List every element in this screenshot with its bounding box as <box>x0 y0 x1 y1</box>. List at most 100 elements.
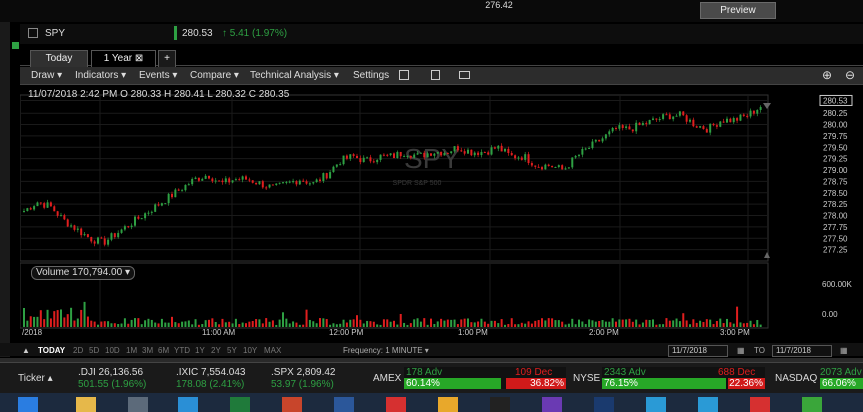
tab-1-year[interactable]: 1 Year ⊠ <box>91 50 156 67</box>
period-button-3m[interactable]: 3M <box>142 346 154 355</box>
candle-body <box>308 183 311 185</box>
symbol-label[interactable]: SPY <box>45 28 66 39</box>
candle-body <box>490 147 493 155</box>
to-date-input[interactable]: 11/7/2018 <box>772 345 832 357</box>
candle-body <box>739 114 742 121</box>
last-price-marker <box>819 94 853 106</box>
candle-body <box>574 155 577 158</box>
excel-icon[interactable] <box>230 397 250 412</box>
candle-body <box>238 179 241 181</box>
volume-bar <box>238 324 241 327</box>
volume-bar <box>749 320 752 327</box>
save-icon[interactable] <box>399 70 409 80</box>
candle-body <box>204 175 207 179</box>
volume-bar <box>419 321 422 327</box>
period-button-ytd[interactable]: YTD <box>174 346 190 355</box>
volume-label[interactable]: Volume 170,794.00 ▾ <box>31 266 135 280</box>
period-button-1m[interactable]: 1M <box>126 346 138 355</box>
events-menu[interactable]: Events ▾ <box>139 70 178 81</box>
volume-bar <box>258 319 261 327</box>
period-button-2d[interactable]: 2D <box>73 346 84 355</box>
telegram-icon[interactable] <box>698 397 718 412</box>
index-ixic[interactable]: .IXIC 7,554.043 <box>176 367 246 378</box>
candle-body <box>46 202 49 208</box>
file-explorer-icon[interactable] <box>76 397 96 412</box>
powerpoint-icon[interactable] <box>282 397 302 412</box>
browser-icon[interactable] <box>178 397 198 412</box>
period-button-today[interactable]: TODAY <box>38 346 66 355</box>
print-icon[interactable] <box>459 71 470 79</box>
volume-bar <box>487 323 490 327</box>
candle-body <box>514 155 517 159</box>
candle-body <box>618 125 621 129</box>
zoom-out-icon[interactable]: ⊖ <box>845 68 856 82</box>
zoom-in-icon[interactable]: ⊕ <box>822 68 833 82</box>
period-button-1y[interactable]: 1Y <box>195 346 205 355</box>
volume-tick-label: 600.00K <box>822 280 852 289</box>
candle-body <box>147 212 150 214</box>
period-button-2y[interactable]: 2Y <box>211 346 221 355</box>
draw-menu[interactable]: Draw ▾ <box>31 70 63 81</box>
start-icon[interactable] <box>18 397 38 412</box>
candle-body <box>726 118 728 123</box>
candle-body <box>349 154 352 159</box>
candle-body <box>76 228 79 230</box>
index-spx[interactable]: .SPX 2,809.42 <box>271 367 336 378</box>
compare-menu[interactable]: Compare ▾ <box>190 70 239 81</box>
chrome-icon[interactable] <box>438 397 458 412</box>
calendar-icon[interactable]: ▦ <box>737 346 745 355</box>
candle-body <box>140 218 143 220</box>
candle-body <box>752 110 755 114</box>
settings-menu[interactable]: Settings <box>353 70 390 81</box>
export-icon[interactable] <box>431 70 440 80</box>
app-icon[interactable] <box>128 397 148 412</box>
price-chart[interactable]: SPY SPDR S&P 500 280.53 280.25 280.00 279.7… <box>20 85 863 343</box>
candle-body <box>722 121 725 123</box>
expand-panel-icon[interactable] <box>12 42 19 49</box>
indicators-menu[interactable]: Indicators ▾ <box>75 70 127 81</box>
index-dji[interactable]: .DJI 26,136.56 <box>78 367 144 378</box>
tab-today[interactable]: Today <box>30 50 88 67</box>
period-button-6m[interactable]: 6M <box>158 346 170 355</box>
candle-body <box>275 183 278 185</box>
volume-bar <box>255 319 258 327</box>
period-button-10y[interactable]: 10Y <box>243 346 258 355</box>
period-button-10d[interactable]: 10D <box>105 346 120 355</box>
word-icon[interactable] <box>334 397 354 412</box>
volume-bar <box>285 318 288 327</box>
photoshop-icon[interactable] <box>594 397 614 412</box>
volume-bar <box>349 319 352 327</box>
candle-body <box>541 167 543 170</box>
candle-body <box>729 118 732 123</box>
candle-body <box>49 202 52 207</box>
from-date-input[interactable]: 11/7/2018 <box>668 345 728 357</box>
terminal-icon[interactable] <box>490 397 510 412</box>
amex-adv-bar: 60.14% <box>404 378 501 389</box>
vivaldi-icon[interactable] <box>386 397 406 412</box>
candle-body <box>598 139 601 142</box>
top-strip <box>0 0 863 22</box>
period-button-max[interactable]: MAX <box>264 346 282 355</box>
telegram-icon[interactable] <box>646 397 666 412</box>
price-tick-label: 278.00 <box>823 212 848 221</box>
volume-bar <box>641 322 644 327</box>
preview-button[interactable]: Preview <box>700 2 776 19</box>
calendar-icon[interactable]: ▦ <box>840 346 848 355</box>
technical-analysis-menu[interactable]: Technical Analysis ▾ <box>250 70 339 81</box>
pdf-icon[interactable] <box>750 397 770 412</box>
candle-body <box>130 225 133 228</box>
frequency-select[interactable]: Frequency: 1 MINUTE ▾ <box>343 346 429 355</box>
volume-bar <box>174 322 177 327</box>
candle-body <box>517 157 520 159</box>
candle-body <box>359 158 362 163</box>
candle-body <box>386 154 389 156</box>
viber-icon[interactable] <box>542 397 562 412</box>
collapse-icon[interactable]: ▲ <box>22 346 30 355</box>
price-tick-label: 280.00 <box>823 121 848 130</box>
app-icon[interactable] <box>802 397 822 412</box>
period-button-5y[interactable]: 5Y <box>227 346 237 355</box>
period-button-5d[interactable]: 5D <box>89 346 100 355</box>
ticker-label[interactable]: Ticker ▴ <box>18 373 53 384</box>
volume-bar <box>140 324 143 327</box>
add-tab-button[interactable]: + <box>158 50 176 67</box>
